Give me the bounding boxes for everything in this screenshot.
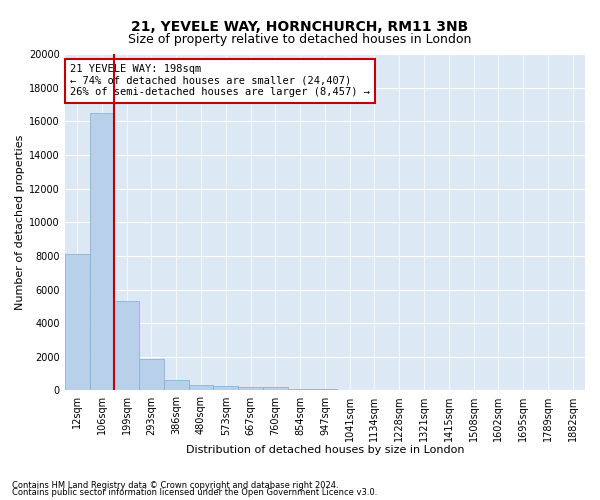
Bar xyxy=(65,254,89,390)
Text: 21, YEVELE WAY, HORNCHURCH, RM11 3NB: 21, YEVELE WAY, HORNCHURCH, RM11 3NB xyxy=(131,20,469,34)
Bar xyxy=(89,113,115,390)
Bar xyxy=(164,380,188,390)
Bar xyxy=(238,387,263,390)
Text: Size of property relative to detached houses in London: Size of property relative to detached ho… xyxy=(128,32,472,46)
Y-axis label: Number of detached properties: Number of detached properties xyxy=(15,134,25,310)
Bar xyxy=(188,384,214,390)
Bar xyxy=(139,360,164,390)
Text: Contains public sector information licensed under the Open Government Licence v3: Contains public sector information licen… xyxy=(12,488,377,497)
Bar xyxy=(288,388,313,390)
Text: Contains HM Land Registry data © Crown copyright and database right 2024.: Contains HM Land Registry data © Crown c… xyxy=(12,480,338,490)
Text: 21 YEVELE WAY: 198sqm
← 74% of detached houses are smaller (24,407)
26% of semi-: 21 YEVELE WAY: 198sqm ← 74% of detached … xyxy=(70,64,370,98)
Bar xyxy=(115,302,139,390)
X-axis label: Distribution of detached houses by size in London: Distribution of detached houses by size … xyxy=(185,445,464,455)
Bar xyxy=(263,387,288,390)
Bar xyxy=(214,386,238,390)
